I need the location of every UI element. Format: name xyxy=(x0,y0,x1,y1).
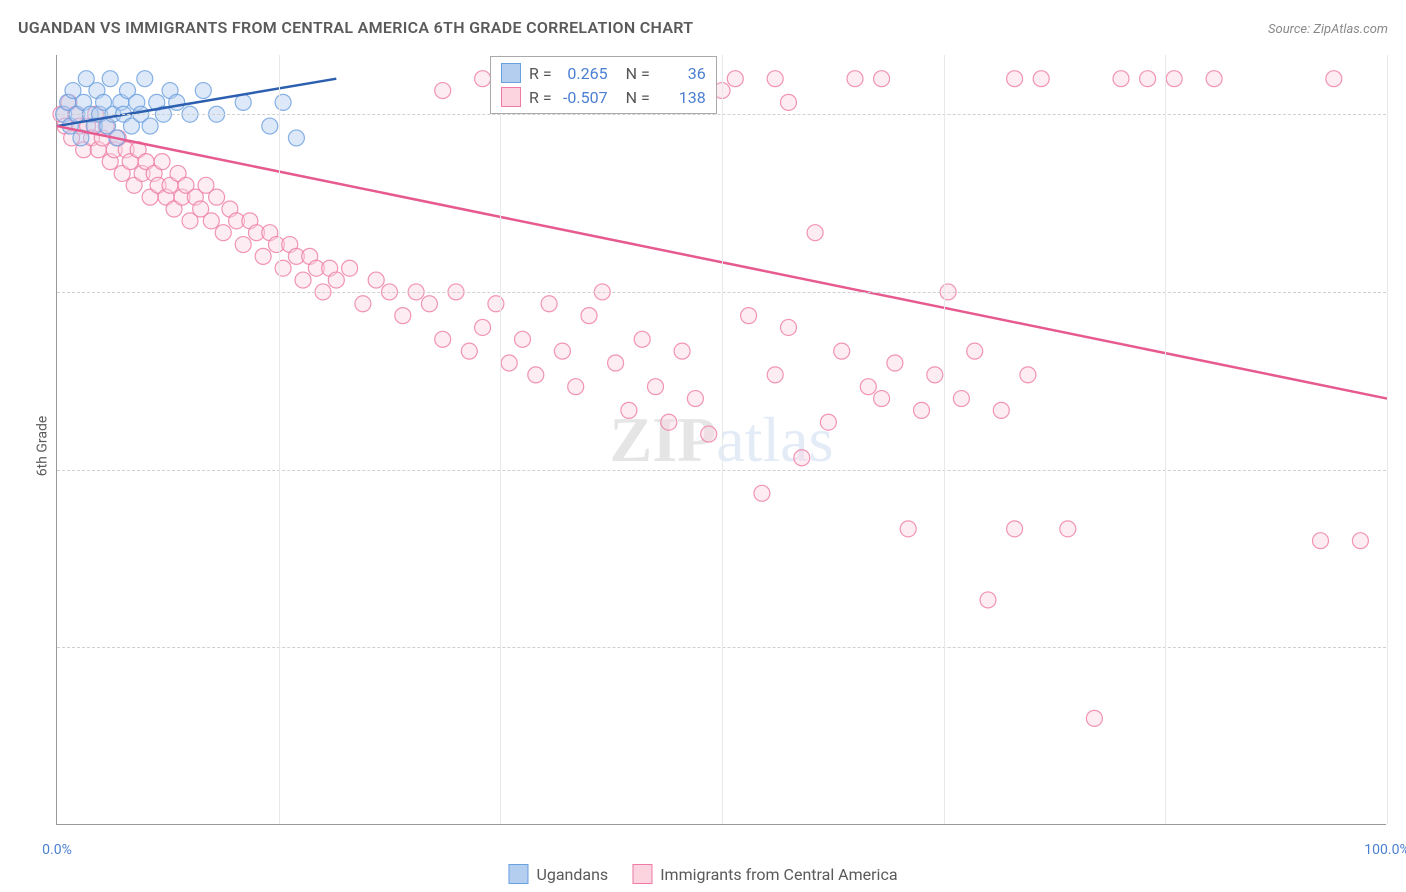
y-axis-label: 6th Grade xyxy=(34,416,50,477)
r-label: R = xyxy=(529,88,552,107)
n-value-pink: 138 xyxy=(658,88,706,107)
legend: Ugandans Immigrants from Central America xyxy=(508,864,897,884)
y-tick-label: 100.0% xyxy=(1396,106,1406,122)
legend-item-pink: Immigrants from Central America xyxy=(632,864,897,884)
r-value-blue: 0.265 xyxy=(560,64,608,83)
stats-box: R = 0.265 N = 36 R = -0.507 N = 138 xyxy=(490,56,717,114)
scatter-plot: ZIPatlas 55.0%70.0%85.0%100.0%0.0%100.0% xyxy=(56,55,1386,825)
x-tick-label: 0.0% xyxy=(42,842,72,858)
r-value-pink: -0.507 xyxy=(560,88,608,107)
swatch-pink xyxy=(632,864,652,884)
stats-row-blue: R = 0.265 N = 36 xyxy=(501,61,706,85)
n-label: N = xyxy=(626,64,650,83)
y-tick-label: 70.0% xyxy=(1396,462,1406,478)
swatch-blue xyxy=(508,864,528,884)
n-value-blue: 36 xyxy=(658,64,706,83)
legend-label-blue: Ugandans xyxy=(536,865,608,884)
swatch-blue xyxy=(501,63,521,83)
legend-item-blue: Ugandans xyxy=(508,864,608,884)
y-tick-label: 85.0% xyxy=(1396,284,1406,300)
n-label: N = xyxy=(626,88,650,107)
y-tick-label: 55.0% xyxy=(1396,639,1406,655)
source-attribution: Source: ZipAtlas.com xyxy=(1268,22,1388,37)
chart-title: UGANDAN VS IMMIGRANTS FROM CENTRAL AMERI… xyxy=(18,18,693,37)
legend-label-pink: Immigrants from Central America xyxy=(660,865,897,884)
swatch-pink xyxy=(501,87,521,107)
x-tick-label: 100.0% xyxy=(1364,842,1406,858)
stats-row-pink: R = -0.507 N = 138 xyxy=(501,85,706,109)
r-label: R = xyxy=(529,64,552,83)
